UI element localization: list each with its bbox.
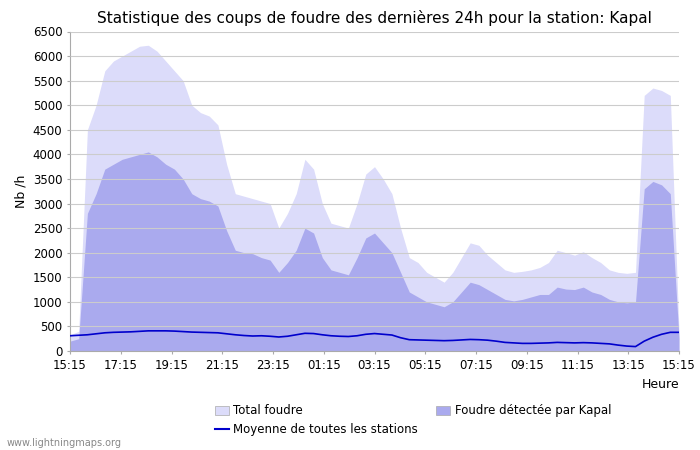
Text: www.lightningmaps.org: www.lightningmaps.org (7, 438, 122, 448)
Legend: Total foudre, Moyenne de toutes les stations, Foudre détectée par Kapal: Total foudre, Moyenne de toutes les stat… (210, 400, 616, 441)
Y-axis label: Nb /h: Nb /h (14, 175, 27, 208)
Title: Statistique des coups de foudre des dernières 24h pour la station: Kapal: Statistique des coups de foudre des dern… (97, 10, 652, 26)
Text: Heure: Heure (641, 378, 679, 391)
